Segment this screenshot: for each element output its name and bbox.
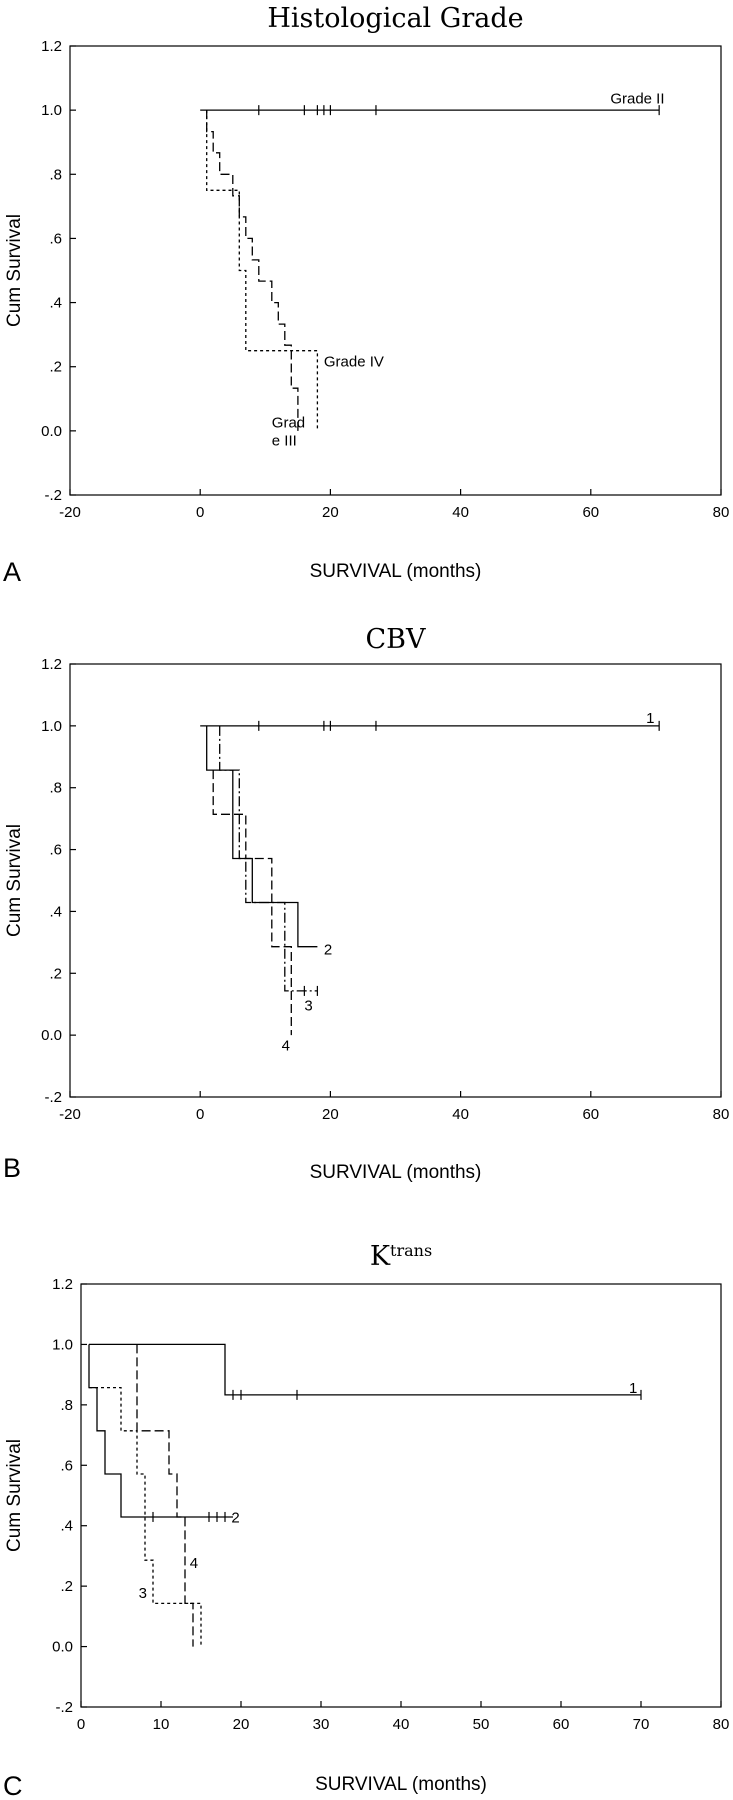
x-axis-label: SURVIVAL (months) xyxy=(310,1162,482,1183)
x-tick-label: 40 xyxy=(393,1716,410,1733)
x-tick-label: 0 xyxy=(196,504,204,521)
x-tick-label: 70 xyxy=(633,1716,650,1733)
series-label: 4 xyxy=(282,1038,290,1055)
y-axis-label: Cum Survival xyxy=(4,824,25,937)
y-tick-label: 1.2 xyxy=(41,656,62,673)
x-tick-label: 0 xyxy=(77,1716,85,1733)
y-tick-label: 1.0 xyxy=(41,102,62,119)
y-tick-label: .6 xyxy=(60,1457,73,1474)
series-line-4 xyxy=(212,770,292,1036)
series-line-1 xyxy=(89,1343,641,1396)
plot-frame xyxy=(69,45,722,496)
x-tick-label: 20 xyxy=(233,1716,250,1733)
y-tick-label: 1.0 xyxy=(52,1336,73,1353)
x-tick-label: 10 xyxy=(153,1716,170,1733)
y-tick-label: .8 xyxy=(60,1397,73,1414)
x-tick-label: 80 xyxy=(713,1716,730,1733)
x-tick-label: 60 xyxy=(582,1106,599,1123)
series-label: Grad e III xyxy=(272,415,305,450)
chart-title: Ktrans xyxy=(370,1241,432,1272)
y-tick-label: .6 xyxy=(49,230,62,247)
panel-letter: B xyxy=(3,1153,21,1183)
x-tick-label: 50 xyxy=(473,1716,490,1733)
y-tick-label: -.2 xyxy=(44,1089,62,1106)
y-tick-label: -.2 xyxy=(44,487,62,504)
x-tick-label: 30 xyxy=(313,1716,330,1733)
y-tick-label: .2 xyxy=(49,359,62,376)
series-line-grade-iv xyxy=(206,110,319,431)
y-tick-label: .4 xyxy=(49,295,62,312)
plot-frame xyxy=(80,1283,722,1708)
y-axis-label: Cum Survival xyxy=(4,214,25,327)
series-label: 3 xyxy=(139,1585,147,1602)
x-axis-label: SURVIVAL (months) xyxy=(310,561,482,582)
y-tick-label: .6 xyxy=(49,842,62,859)
series-label: Grade II xyxy=(610,91,664,108)
series-label: 3 xyxy=(304,997,312,1014)
series-line-grade-iii xyxy=(206,110,299,431)
x-tick-label: -20 xyxy=(59,1106,81,1123)
y-tick-label: 1.2 xyxy=(52,1276,73,1293)
x-tick-label: 0 xyxy=(196,1106,204,1123)
chart-panel-B: CBV -20 0 20 40 60 80 -.2 0.0 .2 .4 .6 .8 1.0 1.2 SURVI… xyxy=(3,624,729,1183)
y-tick-label: .2 xyxy=(49,965,62,982)
x-tick-label: 20 xyxy=(322,1106,339,1123)
y-axis-label: Cum Survival xyxy=(4,1439,25,1552)
series-label: 1 xyxy=(629,1380,637,1397)
x-tick-label: 20 xyxy=(322,504,339,521)
y-tick-label: 0.0 xyxy=(41,423,62,440)
chart-panel-C: Ktrans 0 10 20 30 40 50 60 70 80 -.2 0.0 .2 .4 .6 .8 1.0… xyxy=(3,1241,729,1800)
plot-frame xyxy=(69,663,722,1098)
series-line-3 xyxy=(89,1386,202,1647)
chart-title-superscript: trans xyxy=(390,1241,432,1260)
panel-letter: A xyxy=(3,557,21,587)
series-label: 4 xyxy=(190,1555,198,1572)
series-label: 2 xyxy=(231,1510,239,1527)
x-tick-label: 60 xyxy=(582,504,599,521)
y-tick-label: .4 xyxy=(60,1518,73,1535)
y-tick-label: .4 xyxy=(49,903,62,920)
series-label: 1 xyxy=(646,710,654,727)
x-tick-label: 40 xyxy=(452,504,469,521)
y-tick-label: 0.0 xyxy=(41,1027,62,1044)
y-tick-label: .2 xyxy=(60,1578,73,1595)
y-tick-label: .8 xyxy=(49,166,62,183)
x-tick-label: -20 xyxy=(59,504,81,521)
y-tick-label: 0.0 xyxy=(52,1639,73,1656)
chart-title: Histological Grade xyxy=(267,3,523,34)
series-label: 2 xyxy=(324,942,332,959)
x-tick-label: 40 xyxy=(452,1106,469,1123)
chart-panel-A: Histological Grade -20 0 20 40 60 80 -.2 0.0 .2 .4… xyxy=(3,3,729,587)
y-tick-label: 1.2 xyxy=(41,38,62,55)
x-tick-label: 60 xyxy=(553,1716,570,1733)
x-axis-label: SURVIVAL (months) xyxy=(315,1774,487,1795)
x-tick-label: 80 xyxy=(713,1106,730,1123)
panel-letter: C xyxy=(3,1771,23,1800)
series-line-2 xyxy=(206,725,318,948)
y-tick-label: .8 xyxy=(49,780,62,797)
x-tick-label: 80 xyxy=(713,504,730,521)
series-label: Grade IV xyxy=(324,354,384,371)
chart-title: CBV xyxy=(366,624,427,655)
y-tick-label: 1.0 xyxy=(41,718,62,735)
y-tick-label: -.2 xyxy=(55,1699,73,1716)
